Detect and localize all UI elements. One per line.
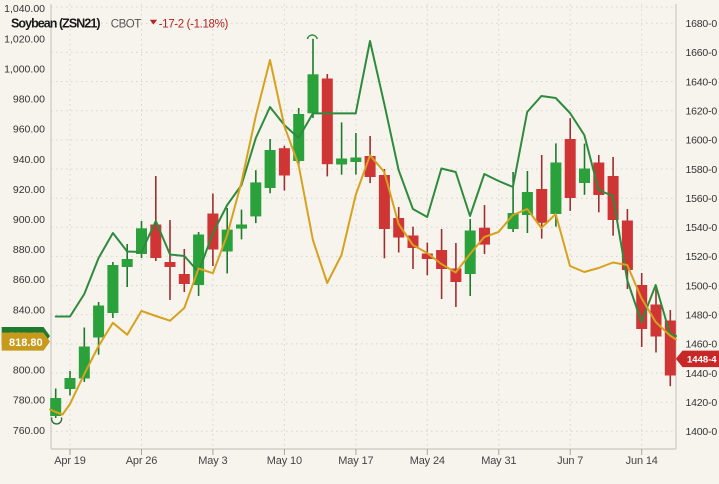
svg-text:1520-0: 1520-0 (686, 251, 718, 263)
svg-text:May 24: May 24 (410, 455, 445, 467)
svg-text:May 10: May 10 (267, 455, 302, 467)
svg-text:840.00: 840.00 (13, 304, 45, 316)
svg-text:1560-0: 1560-0 (686, 193, 718, 205)
svg-text:May 31: May 31 (481, 455, 516, 467)
svg-text:May 17: May 17 (338, 455, 373, 467)
svg-text:1580-0: 1580-0 (686, 164, 718, 176)
svg-text:1,040.00: 1,040.00 (4, 3, 45, 15)
svg-text:1660-0: 1660-0 (686, 47, 718, 59)
svg-text:1400-0: 1400-0 (686, 426, 718, 438)
svg-text:Soybean (ZSN21): Soybean (ZSN21) (11, 17, 100, 31)
svg-text:960.00: 960.00 (13, 124, 45, 136)
svg-text:1480-0: 1480-0 (686, 310, 718, 322)
svg-text:-17-2 (-1.18%): -17-2 (-1.18%) (159, 19, 229, 31)
svg-text:May 3: May 3 (198, 455, 227, 467)
svg-text:Jun 14: Jun 14 (626, 455, 658, 467)
svg-text:1540-0: 1540-0 (686, 222, 718, 234)
svg-text:818.80: 818.80 (9, 337, 43, 349)
svg-text:860.00: 860.00 (13, 274, 45, 286)
svg-text:760.00: 760.00 (13, 425, 45, 437)
svg-text:Apr 19: Apr 19 (54, 455, 86, 467)
svg-text:CBOT: CBOT (111, 19, 141, 31)
svg-text:880.00: 880.00 (13, 244, 45, 256)
svg-text:900.00: 900.00 (13, 214, 45, 226)
svg-text:1,000.00: 1,000.00 (4, 63, 45, 75)
svg-text:1640-0: 1640-0 (686, 76, 718, 88)
svg-text:1460-0: 1460-0 (686, 339, 718, 351)
svg-text:Apr 26: Apr 26 (126, 455, 158, 467)
svg-text:1440-0: 1440-0 (686, 368, 718, 380)
svg-text:1600-0: 1600-0 (686, 135, 718, 147)
svg-text:1500-0: 1500-0 (686, 280, 718, 292)
svg-text:800.00: 800.00 (13, 365, 45, 377)
svg-text:920.00: 920.00 (13, 184, 45, 196)
svg-text:980.00: 980.00 (13, 94, 45, 106)
svg-text:1448-4: 1448-4 (687, 354, 717, 365)
svg-text:Jun 7: Jun 7 (557, 455, 583, 467)
svg-text:1,020.00: 1,020.00 (4, 33, 45, 45)
svg-text:1420-0: 1420-0 (686, 397, 718, 409)
svg-text:1680-0: 1680-0 (686, 18, 718, 30)
svg-text:940.00: 940.00 (13, 154, 45, 166)
svg-text:780.00: 780.00 (13, 395, 45, 407)
svg-text:1620-0: 1620-0 (686, 106, 718, 118)
